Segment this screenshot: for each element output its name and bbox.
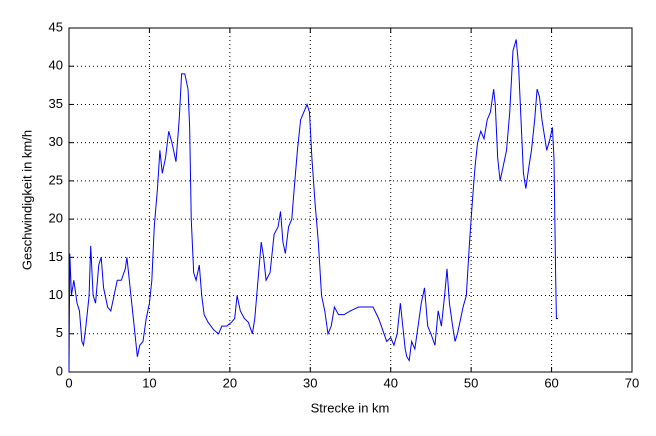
- y-tick-label: 25: [49, 172, 63, 187]
- x-tick-label: 20: [223, 375, 237, 390]
- x-tick-label: 30: [303, 375, 317, 390]
- y-axis-label: Geschwindigkeit in km/h: [19, 130, 34, 270]
- x-axis-label: Strecke in km: [311, 400, 390, 415]
- y-tick-label: 5: [56, 325, 63, 340]
- y-tick-label: 20: [49, 211, 63, 226]
- x-tick-label: 60: [544, 375, 558, 390]
- y-tick-label: 30: [49, 134, 63, 149]
- x-tick-label: 50: [464, 375, 478, 390]
- x-tick-label: 0: [65, 375, 72, 390]
- data-line: [68, 39, 559, 373]
- x-tick-label: 70: [625, 375, 639, 390]
- y-tick-label: 40: [49, 58, 63, 73]
- y-tick-label: 10: [49, 287, 63, 302]
- x-tick-label: 10: [142, 375, 156, 390]
- y-tick-label: 45: [49, 19, 63, 34]
- plot-frame: [68, 27, 633, 373]
- y-tick-label: 15: [49, 249, 63, 264]
- y-tick-label: 0: [56, 363, 63, 378]
- x-tick-label: 40: [383, 375, 397, 390]
- y-tick-label: 35: [49, 96, 63, 111]
